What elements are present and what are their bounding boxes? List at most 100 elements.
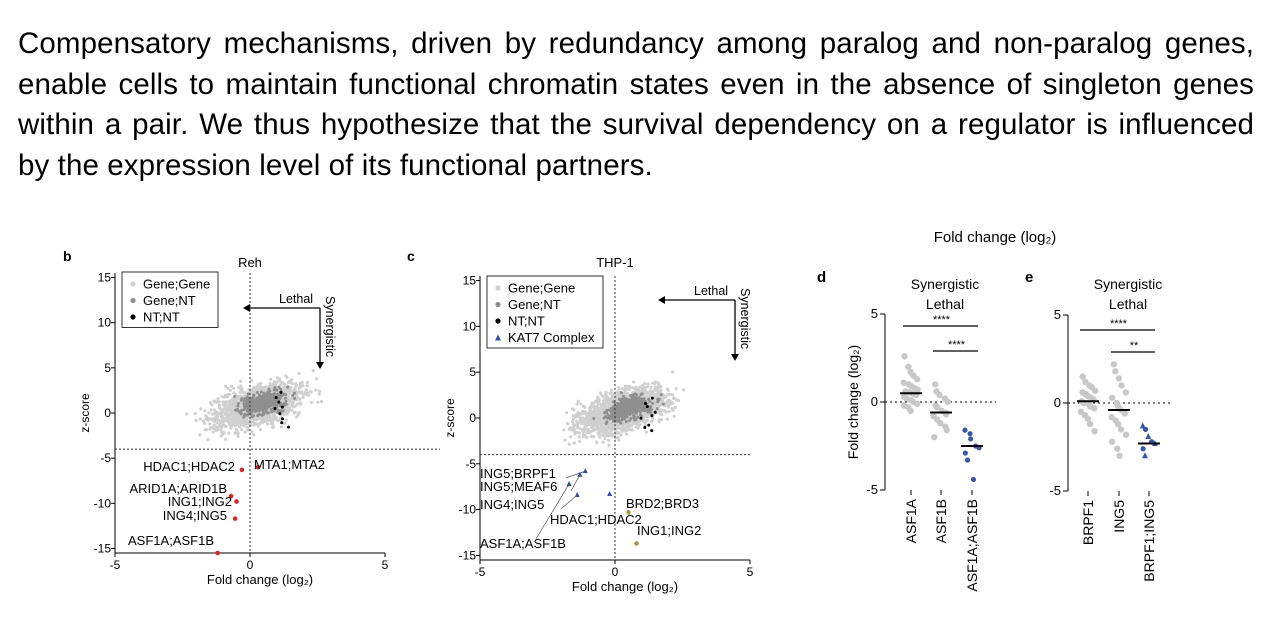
- gene-gene-point: [589, 404, 593, 408]
- gene-gene-point: [240, 387, 244, 391]
- gene-gene-point: [567, 442, 571, 446]
- gene-gene-point: [625, 392, 629, 396]
- gene-nt-point: [244, 413, 248, 417]
- highlighted-point: [634, 541, 639, 546]
- gene-nt-point: [277, 398, 281, 402]
- gene-gene-point: [203, 409, 207, 413]
- gene-gene-point: [630, 386, 635, 390]
- gene-nt-point: [642, 397, 646, 401]
- single-point: [914, 400, 921, 407]
- gene-gene-point: [236, 432, 240, 436]
- gene-gene-point: [671, 408, 675, 412]
- kat7-point: [582, 468, 588, 474]
- gene-gene-point: [583, 410, 587, 414]
- gene-gene-point: [229, 409, 233, 413]
- gene-gene-point: [229, 384, 234, 388]
- gene-gene-point: [241, 390, 245, 394]
- gene-gene-point: [293, 386, 297, 390]
- nt-nt-point: [647, 423, 651, 427]
- significance-label: ****: [1110, 318, 1128, 330]
- gene-gene-point: [301, 393, 305, 397]
- gene-nt-point: [631, 411, 635, 415]
- gene-nt-point: [286, 385, 290, 389]
- highlighted-point: [626, 510, 631, 515]
- single-point: [1091, 427, 1098, 435]
- gene-nt-point: [236, 404, 240, 408]
- gene-gene-point: [234, 427, 239, 432]
- gene-gene-point: [582, 421, 586, 425]
- gene-nt-point: [259, 396, 263, 400]
- nt-nt-point: [279, 390, 283, 394]
- gene-gene-point: [602, 407, 606, 411]
- gene-gene-point: [224, 437, 228, 441]
- gene-gene-point: [669, 402, 673, 406]
- highlighted-label: ING1;ING2: [637, 523, 701, 538]
- highlighted-point: [215, 550, 220, 556]
- gene-gene-point: [671, 370, 675, 374]
- single-point: [1091, 405, 1098, 412]
- gene-nt-point: [627, 401, 631, 405]
- gene-gene-point: [251, 387, 255, 391]
- y-tick-label: 15: [463, 274, 477, 288]
- gene-gene-point: [681, 388, 686, 392]
- gene-gene-point: [577, 431, 581, 435]
- nt-nt-point: [273, 407, 277, 411]
- legend-marker: [130, 281, 136, 287]
- gene-gene-point: [575, 430, 579, 435]
- gene-nt-point: [270, 410, 274, 414]
- nt-nt-point: [653, 410, 657, 414]
- gene-nt-point: [242, 415, 246, 419]
- gene-gene-point: [286, 410, 291, 414]
- nt-nt-point: [280, 405, 284, 409]
- gene-gene-point: [634, 386, 638, 390]
- gene-gene-point: [239, 394, 243, 398]
- gene-nt-point: [281, 409, 285, 413]
- gene-gene-point: [225, 413, 229, 417]
- gene-gene-point: [643, 388, 647, 393]
- gene-gene-point: [577, 435, 581, 439]
- gene-gene-point: [616, 435, 620, 439]
- gene-gene-point: [222, 402, 227, 406]
- x-tick-label: -5: [475, 565, 486, 579]
- y-axis-label: z-score: [78, 393, 92, 433]
- gene-gene-point: [284, 389, 288, 393]
- y-tick-label: -15: [459, 548, 477, 562]
- gene-nt-point: [633, 399, 637, 403]
- gene-gene-point: [630, 428, 634, 432]
- gene-gene-point: [674, 398, 678, 402]
- gene-gene-point: [279, 383, 283, 387]
- gene-gene-point: [309, 390, 313, 394]
- gene-gene-point: [600, 412, 604, 416]
- intro-paragraph: Compensatory mechanisms, driven by redun…: [18, 27, 1254, 182]
- gene-nt-point: [611, 407, 615, 411]
- gene-gene-point: [194, 418, 198, 423]
- gene-gene-point: [649, 420, 653, 424]
- label-leader-line: [565, 470, 586, 479]
- gene-gene-point: [221, 410, 225, 414]
- combo-point: [1140, 446, 1146, 452]
- gene-gene-point: [227, 416, 231, 421]
- gene-gene-point: [251, 390, 256, 394]
- gene-gene-point: [595, 441, 599, 445]
- gene-nt-point: [602, 416, 606, 420]
- single-point: [900, 379, 907, 386]
- gene-gene-point: [232, 422, 236, 426]
- highlighted-label: ASF1A;ASF1B: [128, 533, 214, 548]
- gene-gene-point: [674, 387, 678, 391]
- gene-nt-point: [617, 417, 621, 421]
- gene-gene-point: [649, 385, 653, 390]
- gene-nt-point: [246, 399, 250, 403]
- gene-nt-point: [612, 400, 616, 404]
- gene-nt-point: [282, 403, 286, 407]
- panel-letter: b: [63, 248, 72, 264]
- gene-gene-point: [597, 432, 602, 436]
- legend-label: KAT7 Complex: [508, 330, 595, 345]
- chart-title: Reh: [238, 255, 262, 270]
- gene-gene-point: [289, 378, 294, 382]
- gene-nt-point: [240, 408, 244, 412]
- highlighted-label: HDAC1;HDAC2: [143, 459, 235, 474]
- single-point: [1122, 431, 1130, 438]
- nt-nt-point: [650, 414, 654, 418]
- gene-gene-point: [592, 428, 596, 432]
